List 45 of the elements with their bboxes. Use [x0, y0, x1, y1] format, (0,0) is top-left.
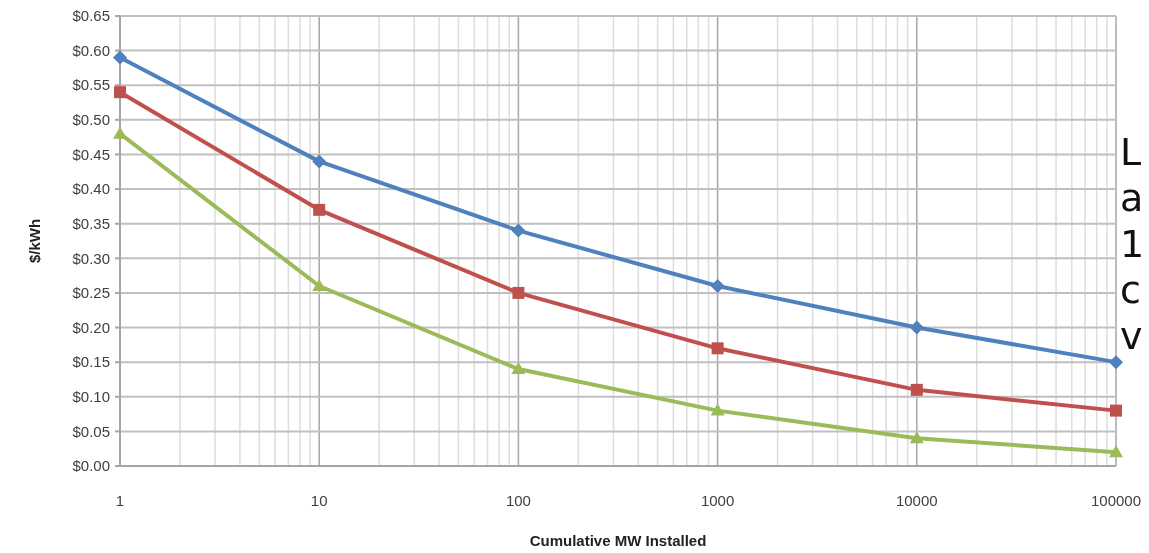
y-tick-label: $0.20	[72, 318, 110, 336]
x-tick-label: 100	[505, 492, 531, 509]
y-axis-title: $/kWh	[26, 218, 43, 264]
x-tick-label: 1	[115, 492, 125, 509]
y-tick-label: $0.00	[72, 457, 110, 475]
point	[312, 279, 327, 291]
point	[711, 342, 724, 355]
point	[710, 403, 725, 416]
point	[909, 320, 924, 335]
x-axis-title: Cumulative MW Installed	[529, 532, 707, 549]
y-tick-label: $0.05	[72, 422, 110, 440]
y-tick-label: $0.30	[72, 249, 110, 267]
text: L	[1120, 130, 1142, 174]
y-tick-label: $0.45	[72, 145, 110, 163]
point	[1109, 355, 1123, 370]
y-tick-label: $0.15	[72, 353, 110, 371]
x-tick-label: 1000	[700, 492, 735, 509]
point	[910, 383, 923, 396]
text: v	[1120, 314, 1143, 358]
text: 1	[1120, 222, 1145, 266]
text: a	[1120, 176, 1144, 220]
point	[1109, 445, 1123, 458]
point	[114, 86, 126, 99]
point	[113, 50, 127, 65]
x-tick-label: 100000	[1090, 492, 1142, 509]
text: c	[1120, 268, 1141, 312]
point	[113, 126, 127, 139]
y-tick-label: $0.60	[72, 41, 110, 59]
y-tick-label: $0.40	[72, 180, 110, 198]
x-tick-label: 10	[310, 492, 328, 509]
point	[312, 154, 327, 169]
y-tick-label: $0.65	[72, 7, 110, 25]
y-tick-label: $0.10	[72, 388, 110, 406]
point	[512, 286, 525, 299]
point	[511, 362, 526, 375]
y-tick-label: $0.50	[72, 111, 110, 129]
point	[511, 223, 526, 238]
y-tick-label: $0.25	[72, 284, 110, 302]
point	[313, 203, 326, 216]
y-tick-label: $0.55	[72, 76, 110, 94]
point	[909, 431, 924, 444]
y-tick-label: $0.35	[72, 214, 110, 232]
point	[710, 279, 725, 293]
x-tick-label: 10000	[895, 492, 938, 509]
point	[1110, 404, 1122, 417]
